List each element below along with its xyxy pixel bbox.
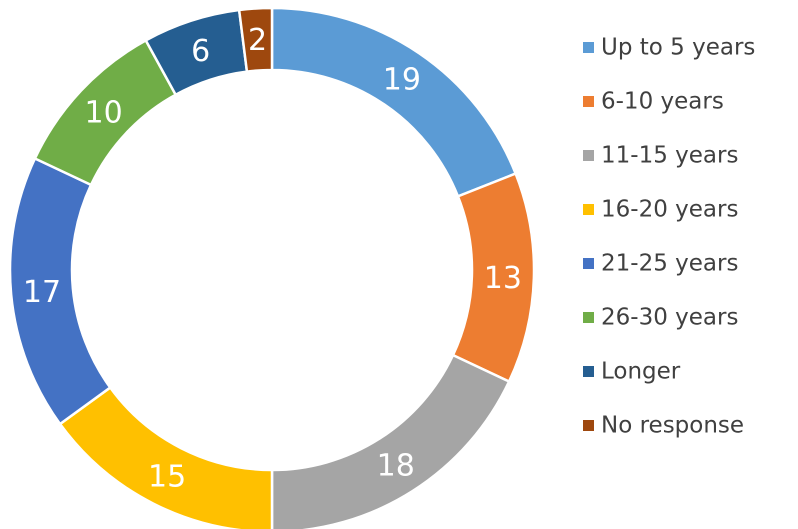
data-label: 17: [23, 275, 61, 310]
legend-swatch: [583, 96, 594, 107]
legend-swatch: [583, 150, 594, 161]
legend-swatch: [583, 312, 594, 323]
data-label: 19: [383, 62, 421, 97]
legend-label: 16-20 years: [601, 197, 738, 223]
legend-label: Longer: [601, 359, 681, 385]
legend-swatch: [583, 42, 594, 53]
legend-label: 21-25 years: [601, 251, 738, 277]
donut-segment: [270, 353, 511, 529]
data-label: 2: [248, 23, 267, 58]
data-label: 13: [484, 261, 522, 296]
legend-label: 11-15 years: [601, 143, 738, 169]
legend-label: 26-30 years: [601, 305, 738, 331]
data-label: 6: [191, 34, 210, 69]
legend-label: Up to 5 years: [601, 35, 755, 61]
data-label: 18: [377, 449, 415, 484]
legend-label: No response: [601, 413, 744, 439]
donut-segment: [58, 385, 274, 529]
legend-swatch: [583, 204, 594, 215]
legend-swatch: [583, 420, 594, 431]
data-label: 15: [148, 459, 186, 494]
donut-segment: [237, 6, 274, 73]
donut-segment: [270, 6, 518, 198]
legend-swatch: [583, 366, 594, 377]
data-label: 10: [85, 95, 123, 130]
legend-label: 6-10 years: [601, 89, 724, 115]
legend-swatch: [583, 258, 594, 269]
